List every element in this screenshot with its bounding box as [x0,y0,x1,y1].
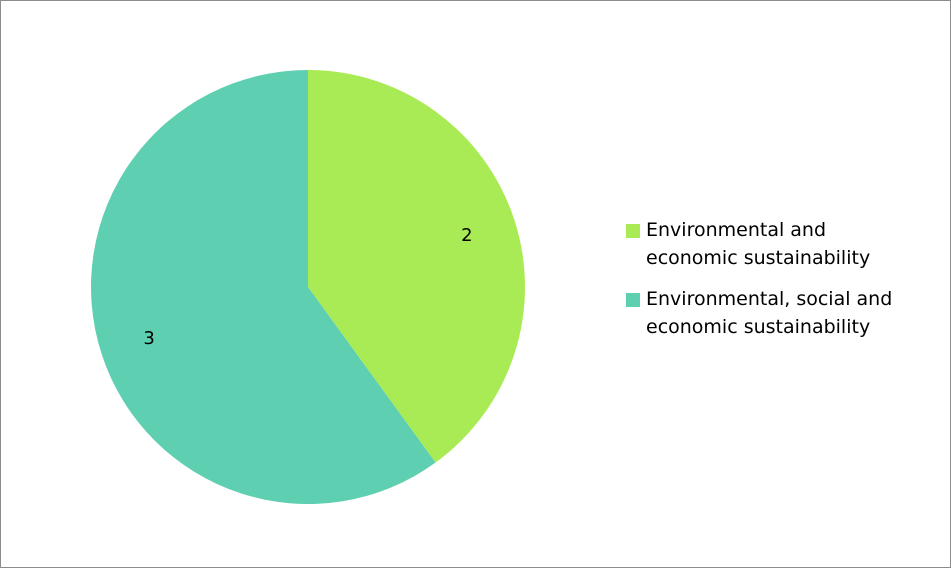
legend-label-line-1: Environmental and [646,219,827,241]
legend-label-line-2: economic sustainability [646,247,871,269]
data-label-environmental-social-economic: 3 [143,328,154,349]
legend: Environmental and economic sustainabilit… [626,216,946,354]
legend-label-line-2: economic sustainability [646,316,871,338]
pie-data-labels: 23 [143,225,472,349]
legend-swatch-environmental-social-economic [626,293,640,307]
legend-swatch-environmental-economic [626,224,640,238]
pie-slices [91,70,526,505]
legend-item-environmental-social-economic: Environmental, social and economic susta… [626,285,946,341]
legend-item-environmental-economic: Environmental and economic sustainabilit… [626,216,946,272]
data-label-environmental-economic: 2 [461,225,472,246]
legend-label-line-1: Environmental, social and [646,288,893,310]
pie-slice-environmental-economic [308,70,526,463]
pie-slice-environmental-social-economic [91,70,436,505]
